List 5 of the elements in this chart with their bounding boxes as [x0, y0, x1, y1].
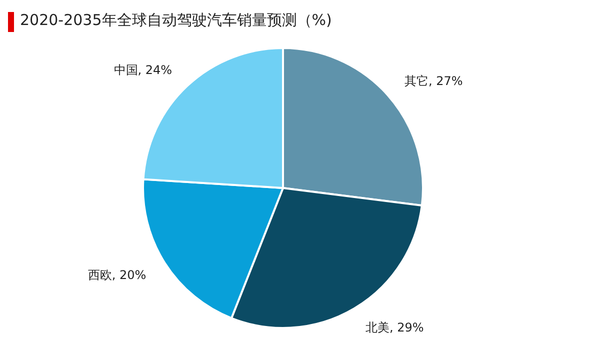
slice-label: 西欧, 20%: [88, 268, 146, 282]
slice-label: 北美, 29%: [365, 320, 424, 334]
slice-label: 中国, 24%: [114, 62, 172, 77]
slice-label: 其它, 27%: [404, 74, 463, 88]
chart-title: 2020-2035年全球自动驾驶汽车销量预测（%): [20, 11, 332, 30]
